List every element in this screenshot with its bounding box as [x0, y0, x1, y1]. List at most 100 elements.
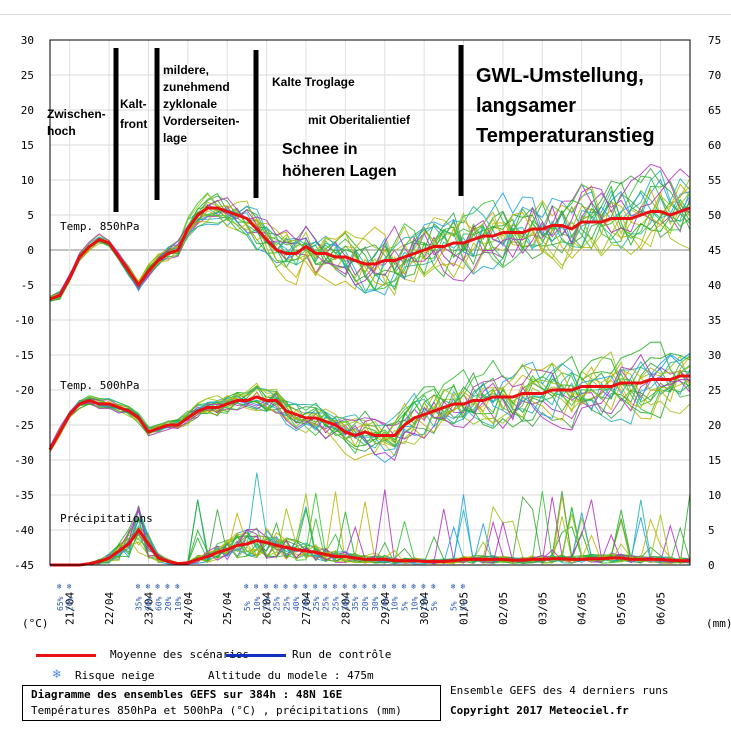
y-left-tick: -20: [14, 384, 34, 397]
y-right-tick: 55: [708, 174, 721, 187]
snow-risk-value: 90%: [144, 596, 153, 611]
y-left-unit: (°C): [22, 617, 49, 630]
y-left-tick: 20: [21, 104, 34, 117]
x-tick-label: 02/05: [497, 592, 510, 625]
annotation-text: Schnee in höheren Lagen: [282, 141, 397, 180]
annotation-text: Zwischen-hoch: [47, 107, 106, 138]
snow-risk-value: 20%: [164, 596, 173, 611]
snow-risk-icon-mark: ❄: [411, 582, 416, 591]
control-legend-swatch: [226, 654, 286, 657]
annotation-text: GWL-Umstellung, langsamer Temperaturanstie…: [476, 65, 655, 147]
snow-risk-icon-mark: ❄: [451, 582, 456, 591]
snow-risk-value: 30%: [371, 596, 380, 611]
y-right-tick: 15: [708, 454, 721, 467]
snow-risk-icon-mark: ❄: [283, 582, 288, 591]
plot-frame: [49, 39, 691, 566]
snow-risk-value: 25%: [282, 596, 291, 611]
y-left-tick: -40: [14, 524, 34, 537]
ensemble-member-t850: [49, 178, 691, 302]
snow-risk-icon-mark: ❄: [155, 582, 160, 591]
y-right-tick: 20: [708, 419, 721, 432]
y-left-tick: 0: [27, 244, 34, 257]
snow-risk-icon-mark: ❄: [67, 582, 72, 591]
snow-risk-value: 5%: [243, 601, 252, 611]
footer-runs-note: Ensemble GEFS des 4 derniers runs: [450, 684, 669, 697]
mean-line-t500: [48, 374, 690, 451]
label-t500: Temp. 500hPa: [60, 379, 139, 392]
snow-risk-value: 5%: [430, 601, 439, 611]
snow-risk-icon-mark: ❄: [342, 582, 347, 591]
annotation-text: mildere, zunehmend zyklonale Vorderseiten-l…: [163, 63, 239, 145]
snow-risk-icon-mark: ❄: [392, 582, 397, 591]
x-tick-label: 05/05: [615, 592, 628, 625]
footer-copyright: Copyright 2017 Meteociel.fr: [450, 704, 629, 717]
snow-risk-icon-mark: ❄: [421, 582, 426, 591]
y-right-tick: 45: [708, 244, 721, 257]
snow-risk-value: 60%: [154, 596, 163, 611]
x-tick-label: 01/05: [458, 592, 471, 625]
snow-risk-value: 35%: [351, 596, 360, 611]
snow-risk-value: 65%: [56, 596, 65, 611]
panel-labels: Temp. 850hPa Temp. 500hPa Précipitations: [60, 220, 153, 525]
y-left-tick: 10: [21, 174, 34, 187]
snow-risk-value: 30%: [341, 596, 350, 611]
y-right-tick: 35: [708, 314, 721, 327]
snow-risk-icon-mark: ❄: [264, 582, 269, 591]
snow-risk-icon-mark: ❄: [431, 582, 436, 591]
y-right-tick: 75: [708, 34, 721, 47]
snow-risk-value: 25%: [332, 596, 341, 611]
y-right-tick: 30: [708, 349, 721, 362]
x-tick-label: 27/04: [300, 592, 313, 625]
browser-top-strip: [0, 0, 731, 15]
mean-legend-label: Moyenne des scénarios: [110, 648, 250, 661]
snow-risk-value: 25%: [312, 596, 321, 611]
mean-legend-swatch: [36, 654, 96, 657]
y-left-tick: -10: [14, 314, 34, 327]
y-left-tick: 5: [27, 209, 34, 222]
y-right-tick: 40: [708, 279, 721, 292]
mean-series: [48, 206, 691, 567]
snow-risk-value: 35%: [135, 596, 144, 611]
x-tick-label: 30/04: [418, 592, 431, 625]
x-tick-label: 25/04: [221, 592, 234, 625]
snow-risk-icon-mark: ❄: [352, 582, 357, 591]
snow-risk-icon-mark: ❄: [244, 582, 249, 591]
snow-risk-legend-label: Risque neige: [75, 669, 155, 682]
x-tick-label: 04/05: [576, 592, 589, 625]
y-right-tick: 25: [708, 384, 721, 397]
snow-risk-value: 25%: [322, 596, 331, 611]
ensemble-member-t500: [49, 351, 691, 451]
snow-risk-icon-mark: ❄: [57, 582, 62, 591]
snow-risk-icon-mark: ❄: [362, 582, 367, 591]
y-right-unit: (mm): [706, 617, 731, 630]
ensemble-member-t500: [49, 366, 691, 449]
snow-risk-value: 5%: [400, 601, 409, 611]
y-left-tick: 25: [21, 69, 34, 82]
y-right-tick: 70: [708, 69, 721, 82]
snow-risk-value: 10%: [391, 596, 400, 611]
x-tick-label: 26/04: [261, 592, 274, 625]
snow-risk-value: 10%: [253, 596, 262, 611]
annotation-text: mit Oberitalientief: [308, 113, 411, 127]
snow-risk-icon-mark: ❄: [145, 582, 150, 591]
snow-risk-icon: ❄: [53, 667, 61, 682]
y-right-tick: 0: [708, 559, 715, 572]
x-tick-label: 29/04: [379, 592, 392, 625]
snow-risk-icon-mark: ❄: [273, 582, 278, 591]
snow-risk-icon-mark: ❄: [175, 582, 180, 591]
y-left-tick: -30: [14, 454, 34, 467]
x-tick-label: 21/04: [64, 592, 77, 625]
y-right-tick: 10: [708, 489, 721, 502]
model-altitude: Altitude du modele : 475m: [208, 669, 374, 682]
annotations: Zwischen-hoch Kalt-front mildere, zunehmend…: [47, 45, 655, 212]
ensemble-member-precip: [50, 511, 691, 566]
y-left-tick: -5: [21, 279, 34, 292]
y-left-tick: -35: [14, 489, 34, 502]
snow-risk-icon-mark: ❄: [136, 582, 141, 591]
snow-risk-icon-mark: ❄: [254, 582, 259, 591]
label-t850: Temp. 850hPa: [60, 220, 139, 233]
y-right-tick: 5: [708, 524, 715, 537]
x-tick-label: 03/05: [536, 592, 549, 625]
annotation-text: Kalte Troglage: [272, 75, 355, 89]
